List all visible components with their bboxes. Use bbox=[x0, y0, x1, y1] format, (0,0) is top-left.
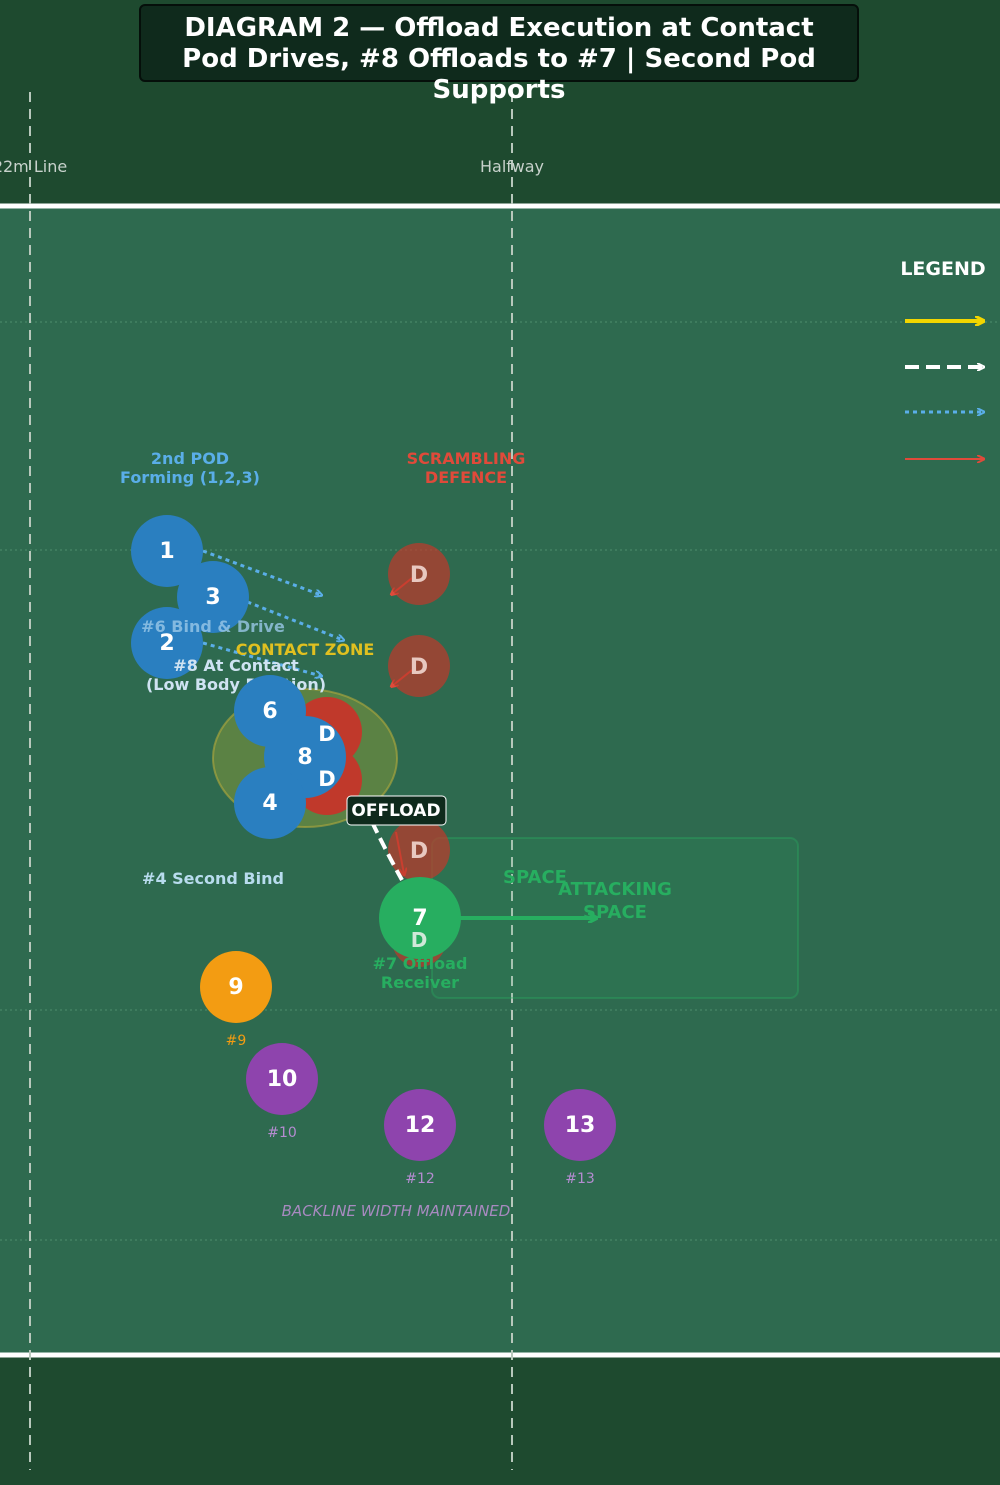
defender-marker: D bbox=[388, 819, 450, 881]
scrum-half-caption: #9 bbox=[226, 1033, 247, 1049]
support-run-arrow bbox=[239, 597, 343, 640]
offload-badge bbox=[346, 795, 447, 826]
svg-text:8: 8 bbox=[297, 745, 312, 770]
receiver-label-1: #7 Offload bbox=[373, 954, 468, 973]
backline-label: BACKLINE WIDTH MAINTAINED bbox=[282, 1202, 511, 1220]
player-receiver: 7 bbox=[379, 877, 461, 959]
back-caption: #10 bbox=[267, 1125, 297, 1141]
second-pod-label-2: Forming (1,2,3) bbox=[120, 468, 260, 487]
defender-label: D bbox=[318, 722, 335, 746]
svg-text:12: 12 bbox=[405, 1113, 436, 1138]
diagram-title-box: DIAGRAM 2 — Offload Execution at Contact… bbox=[139, 4, 859, 105]
player-pod-second: 2 bbox=[131, 607, 203, 679]
defender-label: D bbox=[411, 928, 428, 952]
svg-text:9: 9 bbox=[228, 975, 243, 1000]
diagram-subtitle: Pod Drives, #8 Offloads to #7 | Second P… bbox=[182, 44, 816, 105]
receiver-label-2: Receiver bbox=[381, 973, 459, 992]
second-pod-label-1: 2nd POD bbox=[151, 449, 229, 468]
player-pod-second: 3 bbox=[177, 561, 249, 633]
svg-text:D: D bbox=[410, 655, 428, 680]
player-pod-second: 1 bbox=[131, 515, 203, 587]
pitch-field bbox=[0, 205, 1000, 1355]
scrambling-label-2: DEFENCE bbox=[425, 468, 507, 487]
player-scrum-half: 9 bbox=[200, 951, 272, 1023]
svg-text:D: D bbox=[410, 839, 428, 864]
defender-marker: D bbox=[388, 543, 450, 605]
svg-text:7: 7 bbox=[412, 906, 427, 931]
at-contact-label-1: #8 At Contact bbox=[173, 656, 299, 675]
legend-title: LEGEND bbox=[900, 258, 985, 280]
space-label: SPACE bbox=[503, 867, 567, 888]
offload-pass-arrow bbox=[370, 821, 404, 881]
diagram-title: DIAGRAM 2 — Offload Execution at Contact bbox=[184, 13, 814, 43]
svg-text:1: 1 bbox=[159, 539, 174, 564]
svg-text:D: D bbox=[410, 563, 428, 588]
defender-label: D bbox=[318, 767, 335, 791]
offload-badge-label: OFFLOAD bbox=[351, 801, 440, 821]
back-caption: #13 bbox=[565, 1171, 595, 1187]
svg-text:3: 3 bbox=[205, 585, 220, 610]
back-caption: #12 bbox=[405, 1171, 435, 1187]
player-back: 13 bbox=[544, 1089, 616, 1161]
attacking-space-label-2: SPACE bbox=[583, 902, 647, 923]
player-back: 12 bbox=[384, 1089, 456, 1161]
svg-text:4: 4 bbox=[262, 791, 277, 816]
player-back: 10 bbox=[246, 1043, 318, 1115]
svg-text:2: 2 bbox=[159, 631, 174, 656]
support-run-arrow bbox=[202, 549, 321, 595]
scrambling-label-1: SCRAMBLING bbox=[407, 449, 526, 468]
bind-drive-label: #6 Bind & Drive bbox=[141, 617, 285, 636]
contact-zone-label: CONTACT ZONE bbox=[236, 640, 375, 659]
svg-text:10: 10 bbox=[267, 1067, 298, 1092]
svg-text:6: 6 bbox=[262, 699, 277, 724]
second-bind-label: #4 Second Bind bbox=[142, 869, 284, 888]
defender-marker: D bbox=[388, 635, 450, 697]
attacking-space-label-1: ATTACKING bbox=[558, 879, 672, 900]
player-pod-contact: 4 bbox=[234, 767, 306, 839]
svg-text:13: 13 bbox=[565, 1113, 596, 1138]
line-22m-label: 22m Line bbox=[0, 157, 67, 176]
halfway-label: Halfway bbox=[480, 157, 544, 176]
